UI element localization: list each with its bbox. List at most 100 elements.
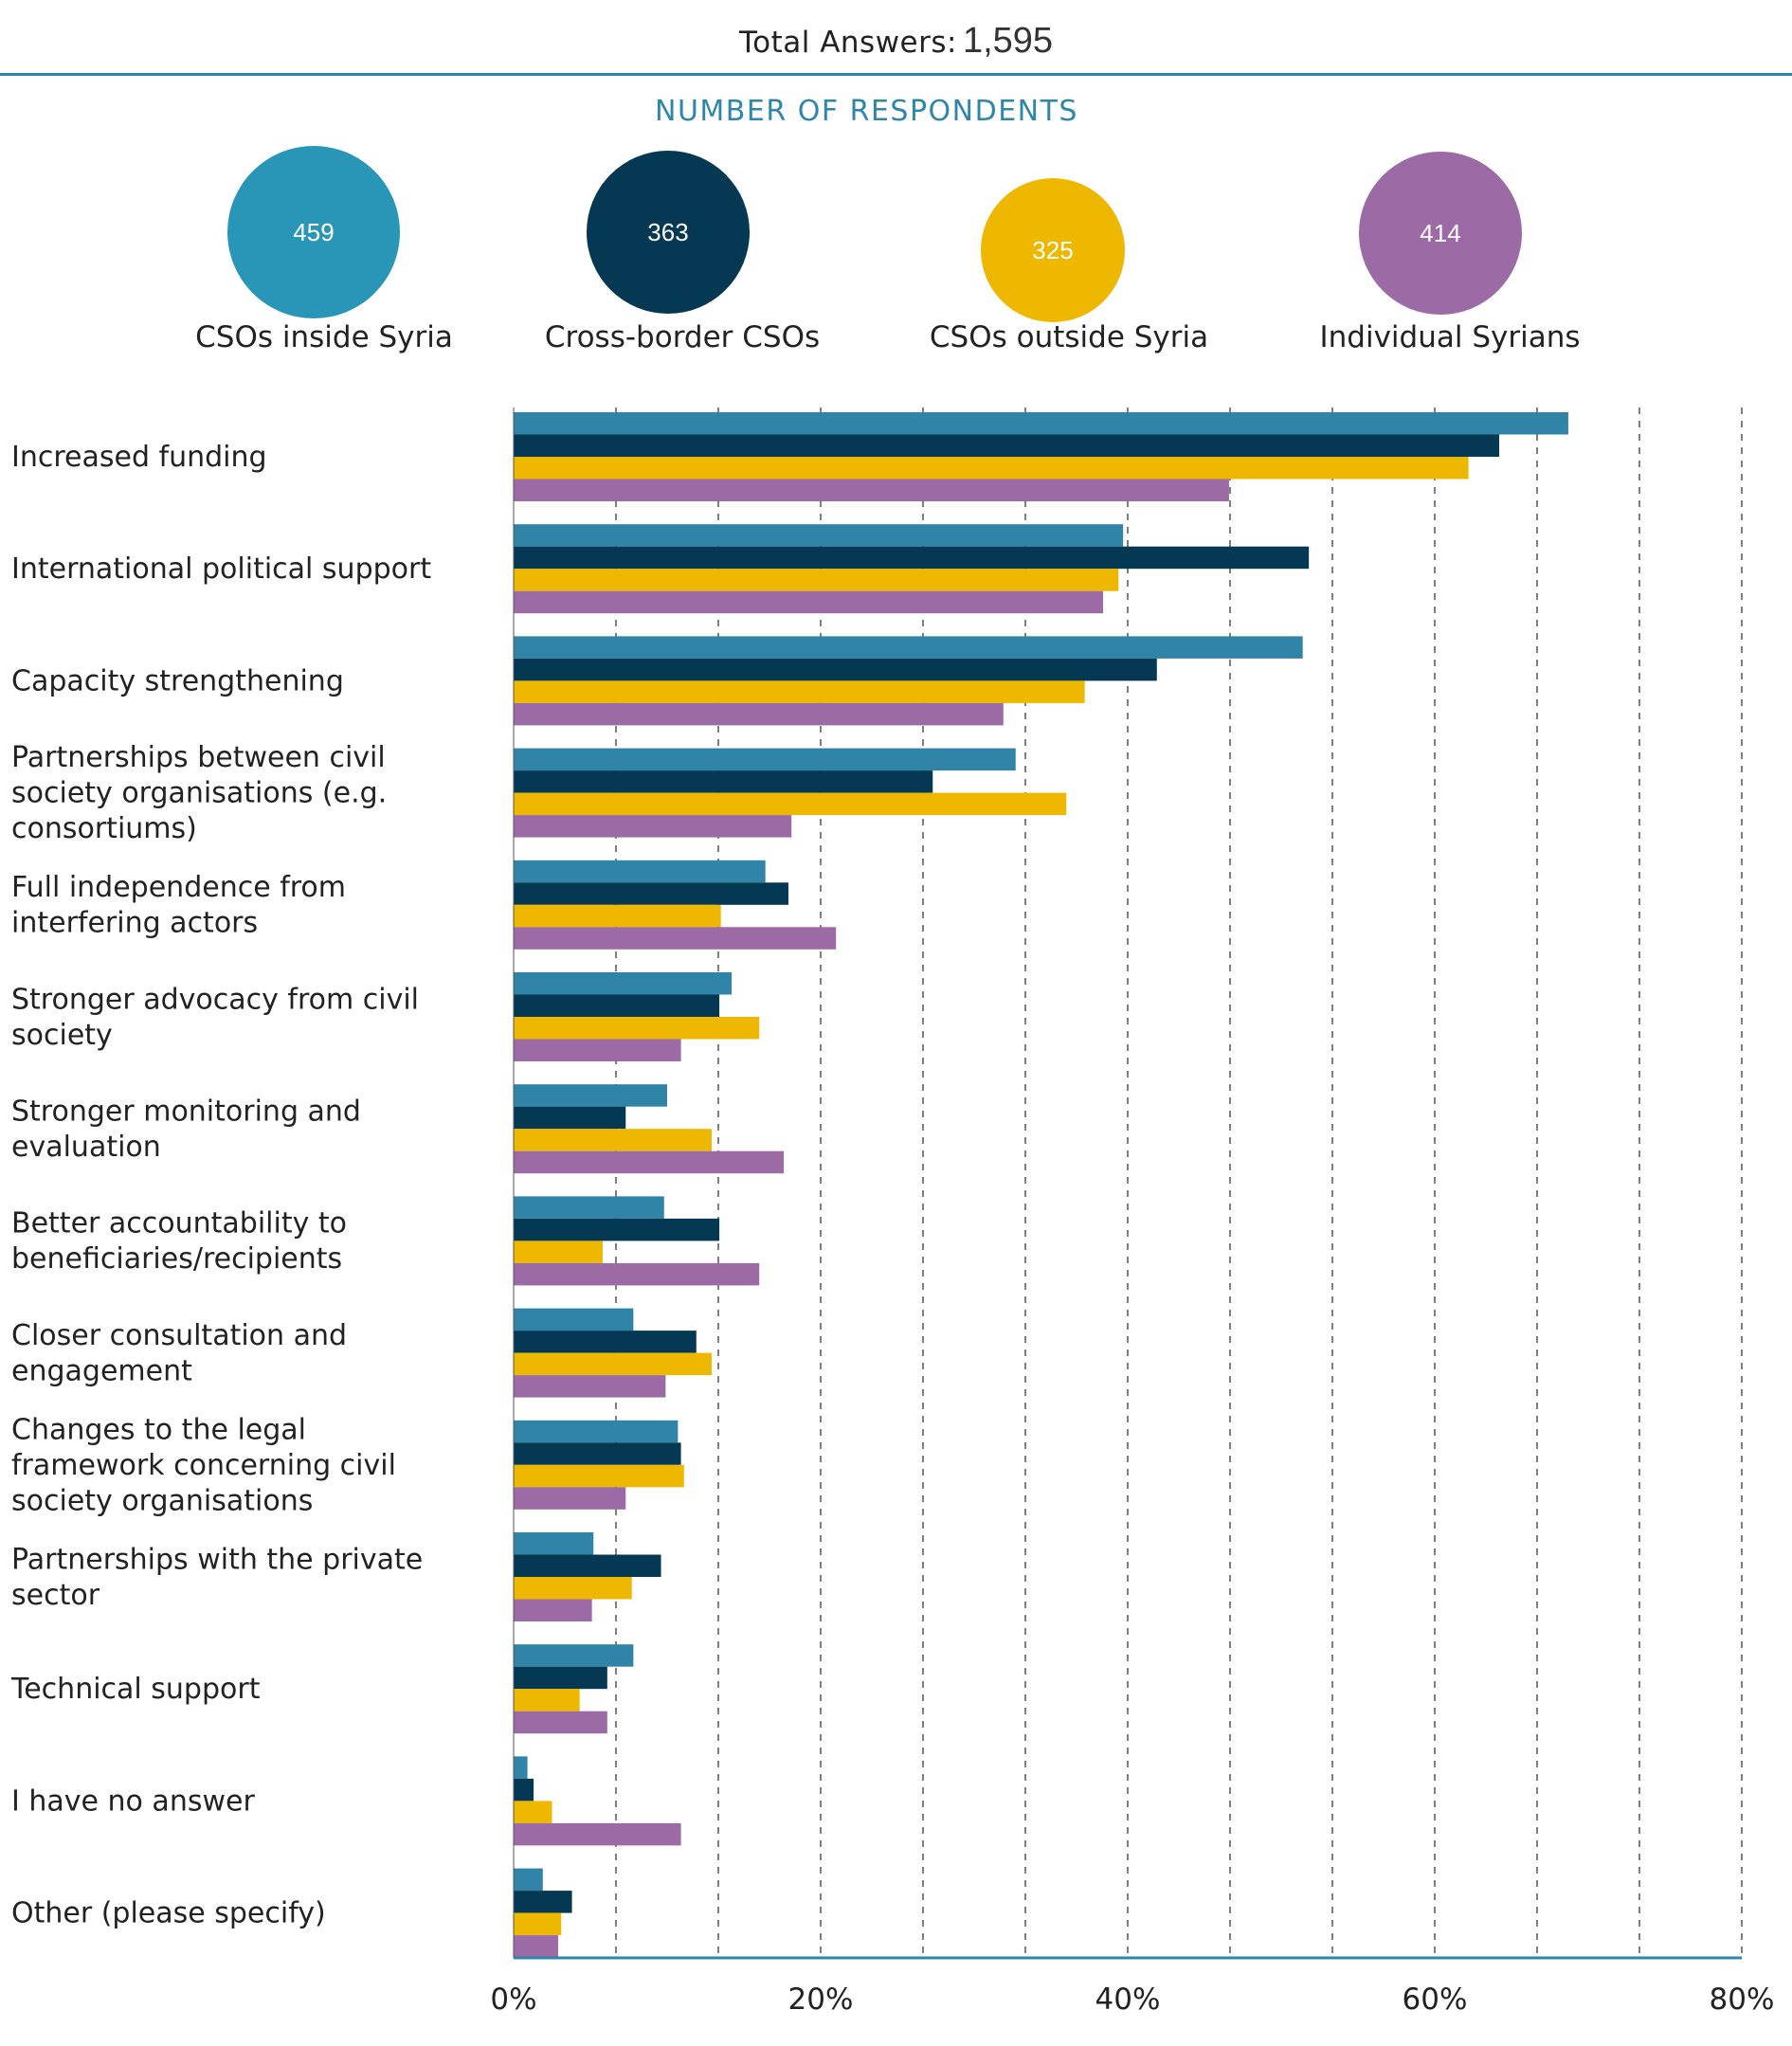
x-tick-label: 80% (1710, 1983, 1775, 2017)
bar (514, 1532, 594, 1555)
respondent-count: 325 (1032, 235, 1074, 264)
bar (514, 1778, 534, 1802)
category-label: Closer consultation and (11, 1319, 347, 1352)
bar (514, 1442, 681, 1465)
bar (514, 994, 720, 1017)
bar (514, 882, 788, 905)
x-tick-label: 60% (1403, 1983, 1468, 2017)
bar (514, 702, 1004, 726)
bar (514, 1150, 785, 1174)
bar (514, 1106, 626, 1130)
bar (514, 1262, 760, 1286)
bar (514, 1912, 562, 1936)
bar (514, 1017, 760, 1040)
bar (514, 1464, 684, 1488)
category-label: society organisations (e.g. (11, 777, 387, 810)
bar (514, 457, 1469, 480)
respondent-count: 414 (1420, 218, 1461, 247)
category-label: Better accountability to (11, 1207, 347, 1240)
bar (514, 434, 1500, 457)
bar (514, 569, 1119, 591)
total-answers: Total Answers: 1,595 (0, 21, 1792, 62)
bars (514, 412, 1568, 1958)
bar (514, 1822, 681, 1846)
x-tick-label: 40% (1095, 1983, 1161, 2017)
bar (514, 1129, 712, 1151)
bar (514, 1935, 558, 1958)
category-label: Partnerships with the private (11, 1543, 423, 1576)
bar (514, 1084, 667, 1107)
category-labels: Increased funding International political… (10, 441, 431, 1930)
bar (514, 860, 766, 883)
bar (514, 1375, 666, 1398)
header-divider (0, 73, 1792, 76)
category-label: engagement (11, 1354, 192, 1387)
x-axis: 0% 20% 40% 60% 80% (490, 407, 1774, 2017)
bar (514, 636, 1303, 659)
bar (514, 590, 1104, 614)
category-label: Technical support (10, 1673, 261, 1706)
bar (514, 1039, 681, 1061)
bar (514, 1711, 607, 1734)
bar (514, 1756, 528, 1779)
bar (514, 748, 1016, 771)
bar (514, 1868, 543, 1892)
bar (514, 1891, 572, 1913)
respondent-label: Cross-border CSOs (544, 320, 821, 354)
category-label: beneficiaries/recipients (11, 1242, 342, 1276)
bar (514, 927, 837, 950)
bar (514, 680, 1085, 703)
category-label: Capacity strengthening (11, 664, 344, 697)
bar (514, 1554, 661, 1577)
category-label: Increased funding (11, 441, 267, 474)
bar (514, 1599, 592, 1621)
bar (514, 412, 1568, 435)
category-label: sector (11, 1579, 100, 1612)
respondent-circle-cross-border-csos: 363 (587, 151, 750, 314)
category-label: society (11, 1019, 113, 1052)
total-answers-label: Total Answers: (738, 26, 957, 60)
category-label: framework concerning civil (11, 1449, 396, 1482)
respondent-label: CSOs inside Syria (195, 320, 453, 354)
category-label: Stronger monitoring and (11, 1095, 361, 1128)
bar (514, 479, 1229, 501)
bar (514, 1577, 632, 1600)
category-label: Stronger advocacy from civil (11, 983, 419, 1016)
bar (514, 1420, 679, 1443)
total-answers-value: 1,595 (962, 21, 1054, 61)
bar (514, 524, 1124, 547)
bar (514, 1689, 580, 1711)
respondent-label: CSOs outside Syria (929, 320, 1209, 354)
respondent-circle-csos-inside-syria: 459 (227, 146, 400, 318)
bar (514, 904, 721, 928)
bar (514, 770, 933, 793)
respondents-title: NUMBER OF RESPONDENTS (655, 95, 1078, 128)
respondent-circle-individual-syrians: 414 (1359, 152, 1522, 315)
category-label: consortiums) (11, 812, 197, 845)
category-label: Full independence from (11, 871, 346, 904)
bar (514, 792, 1067, 816)
bar (514, 1487, 626, 1510)
category-label: I have no answer (11, 1784, 255, 1818)
bar (514, 658, 1157, 681)
bar (514, 1352, 712, 1376)
bar (514, 1331, 697, 1353)
bar (514, 1801, 552, 1823)
bar (514, 1196, 664, 1219)
respondent-circle-csos-outside-syria: 325 (981, 178, 1125, 322)
bar (514, 1644, 634, 1667)
category-label: Changes to the legal (11, 1413, 306, 1446)
bar (514, 972, 733, 995)
category-label: Partnerships between civil (11, 741, 386, 774)
respondent-label: Individual Syrians (1319, 320, 1581, 354)
bar (514, 1666, 607, 1690)
bar (514, 1240, 603, 1263)
category-label: evaluation (11, 1131, 161, 1164)
category-label: interfering actors (11, 907, 258, 940)
respondent-count: 459 (293, 217, 335, 246)
respondent-count: 363 (647, 217, 689, 246)
x-tick-label: 0% (490, 1983, 536, 2017)
bar (514, 1308, 634, 1331)
category-label: society organisations (11, 1484, 313, 1517)
